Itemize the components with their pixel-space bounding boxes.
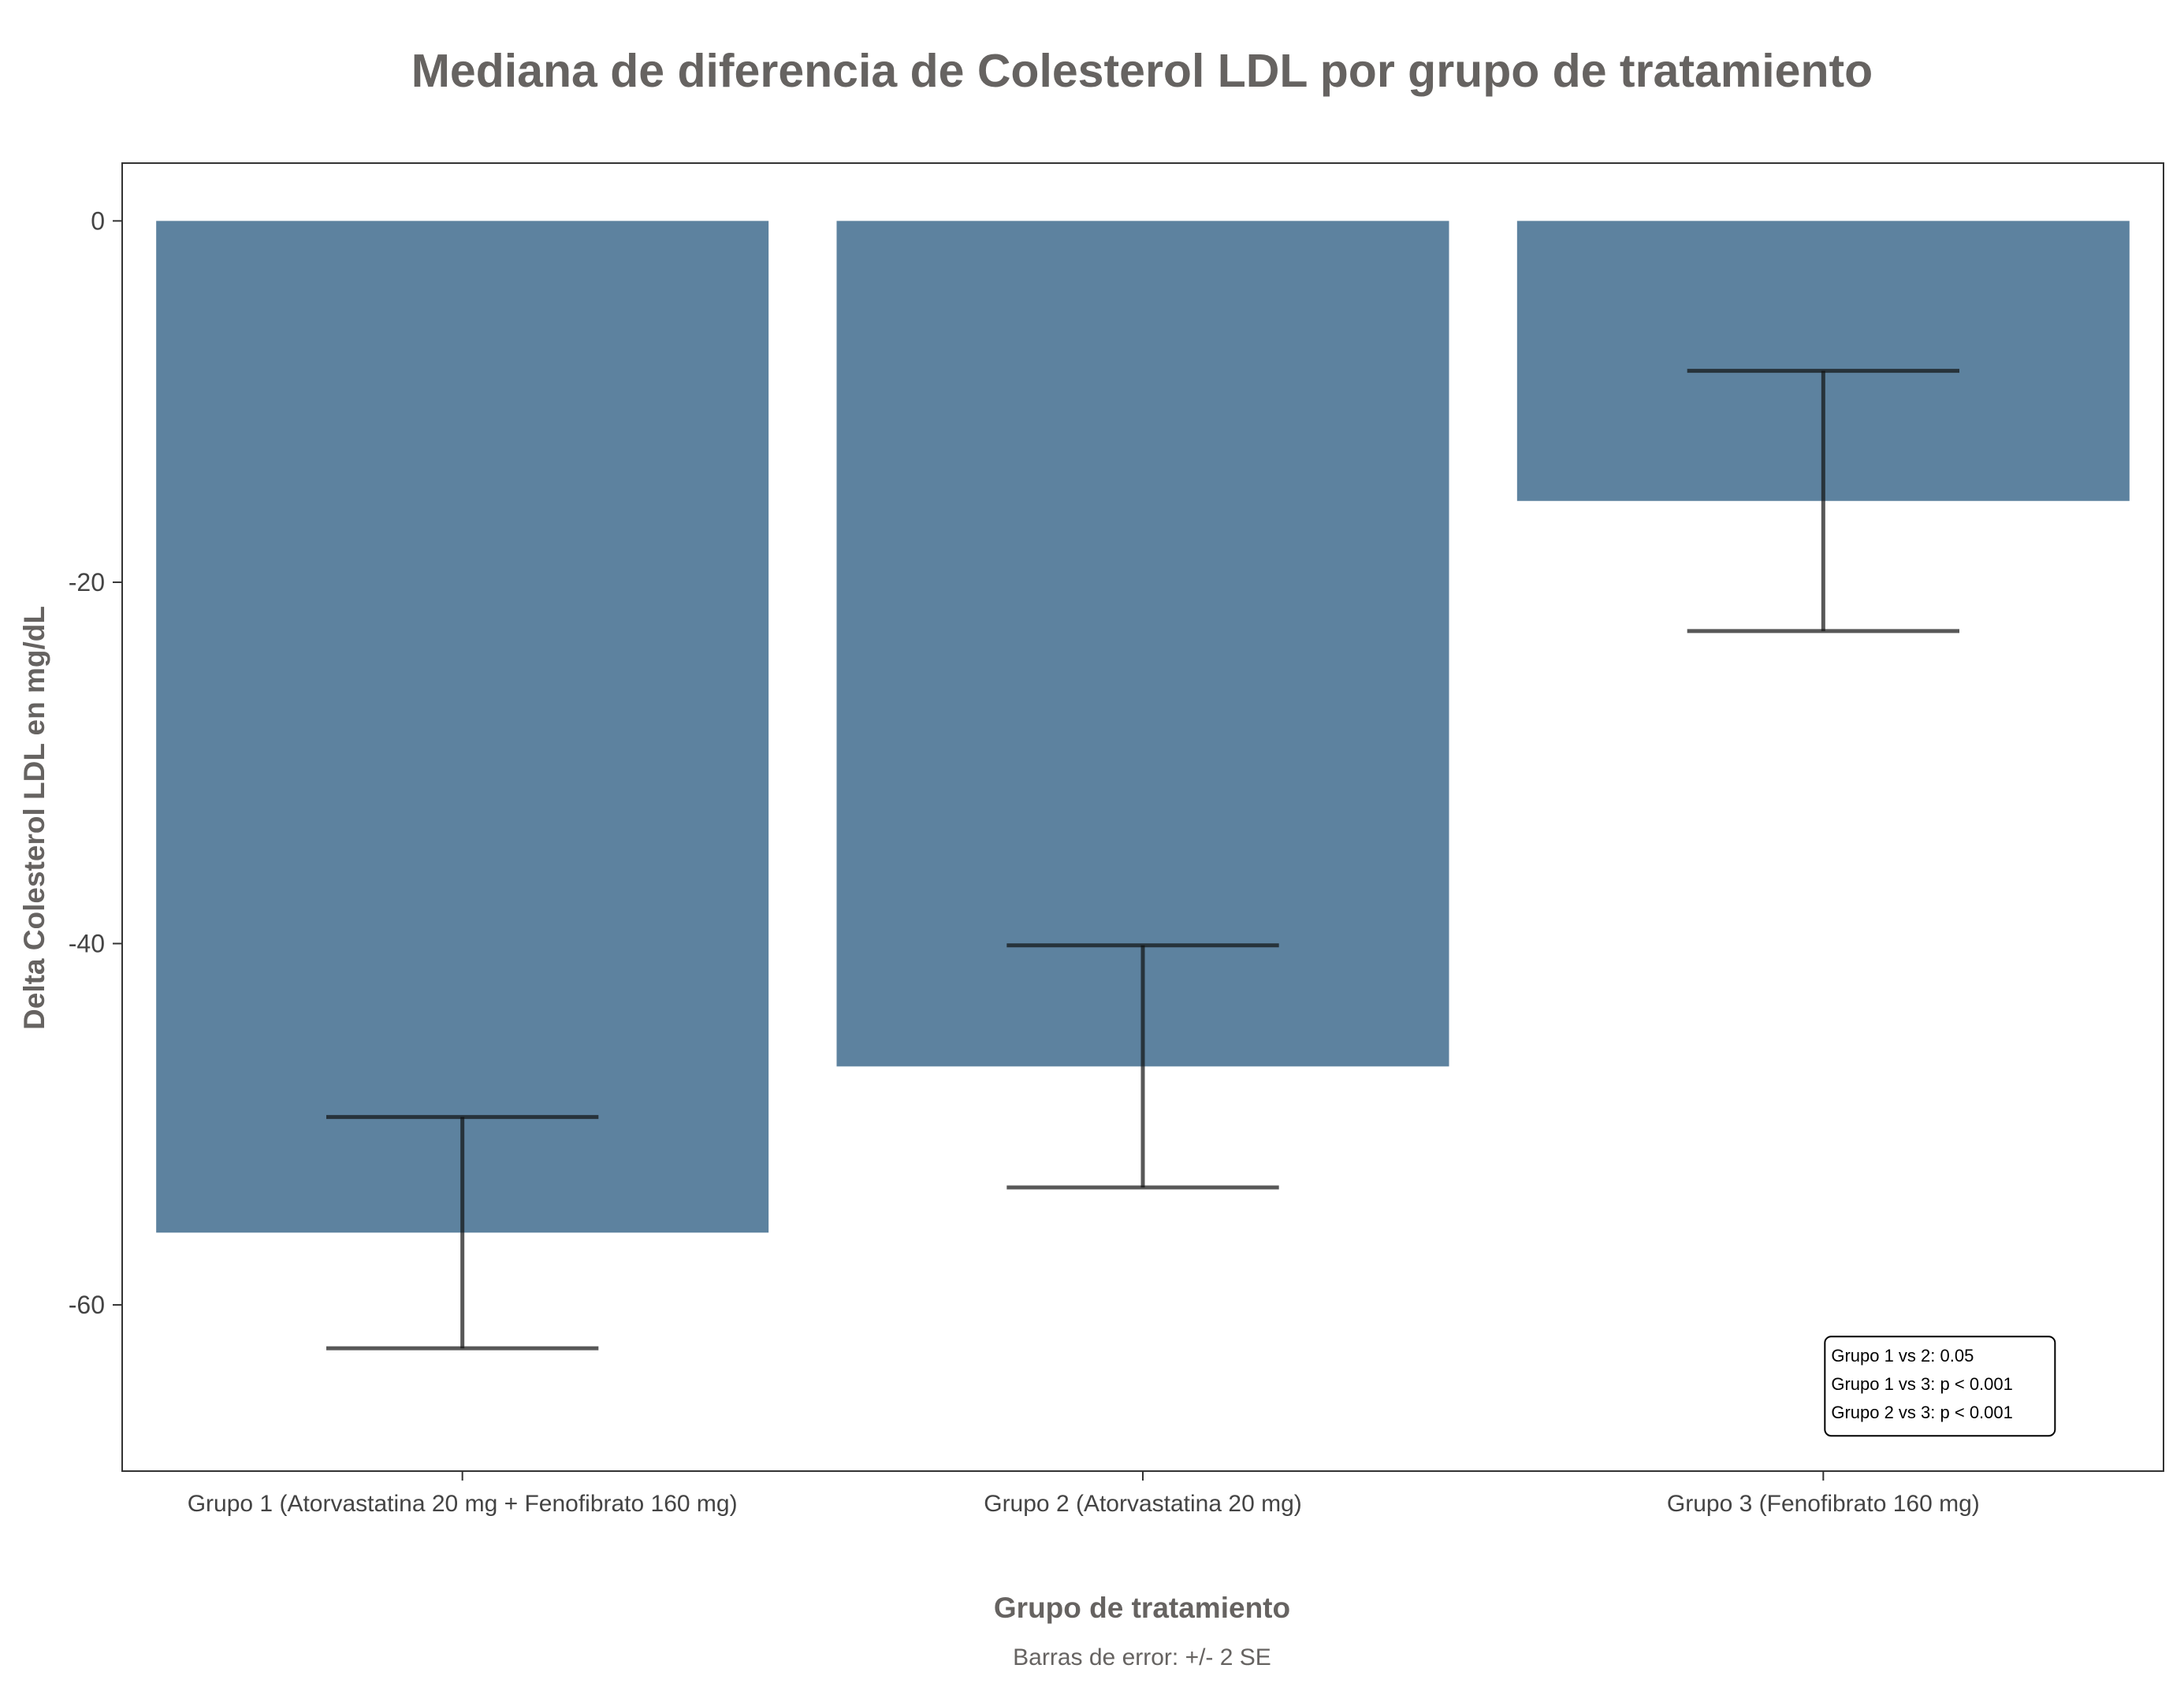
y-axis-title: Delta Colesterol LDL en mg/dL <box>18 606 50 1030</box>
plot-area: 0 -20 -40 -60 Grupo 1 (Atorvastatina 20 mg +… <box>69 162 2164 1517</box>
p-value-annotation-line: Grupo 1 vs 3: p < 0.001 <box>1831 1374 2013 1394</box>
x-tick-label: Grupo 1 (Atorvastatina 20 mg + Fenofibra… <box>188 1491 738 1517</box>
y-tick-label: 0 <box>91 206 105 235</box>
p-value-annotation-line: Grupo 1 vs 2: 0.05 <box>1831 1346 1974 1366</box>
chart-caption: Barras de error: +/- 2 SE <box>1013 1644 1271 1670</box>
bar-1 <box>156 221 769 1233</box>
x-axis-title: Grupo de tratamiento <box>994 1592 1290 1624</box>
bar-2 <box>836 221 1449 1067</box>
x-tick-label: Grupo 2 (Atorvastatina 20 mg) <box>984 1491 1302 1517</box>
x-tick-label: Grupo 3 (Fenofibrato 160 mg) <box>1667 1491 1980 1517</box>
y-tick-label: -20 <box>69 568 105 596</box>
y-tick-label: -60 <box>69 1291 105 1319</box>
p-value-annotation-line: Grupo 2 vs 3: p < 0.001 <box>1831 1403 2013 1422</box>
p-value-annotation-box <box>1824 1336 2056 1437</box>
y-tick-label: -40 <box>69 929 105 957</box>
chart-title: Mediana de diferencia de Colesterol LDL … <box>411 45 1873 97</box>
